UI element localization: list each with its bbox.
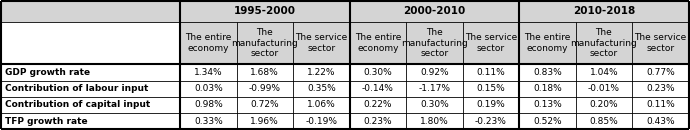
Text: 1.96%: 1.96% [250, 117, 279, 126]
Text: 1.68%: 1.68% [250, 68, 279, 77]
Text: 1.22%: 1.22% [307, 68, 335, 77]
Text: The entire
economy: The entire economy [524, 33, 571, 53]
Text: 0.11%: 0.11% [646, 100, 675, 109]
Text: The
manufacturing
sector: The manufacturing sector [401, 28, 468, 58]
Text: 0.19%: 0.19% [477, 100, 505, 109]
Text: 0.77%: 0.77% [646, 68, 675, 77]
Text: -1.17%: -1.17% [418, 84, 451, 93]
Text: 0.23%: 0.23% [364, 117, 392, 126]
Bar [632, 22, 689, 64]
Text: TFP growth rate: TFP growth rate [5, 117, 88, 126]
Text: 0.30%: 0.30% [420, 100, 448, 109]
Text: 0.35%: 0.35% [307, 84, 336, 93]
Text: 0.23%: 0.23% [646, 84, 675, 93]
Text: GDP growth rate: GDP growth rate [5, 68, 90, 77]
Text: -0.99%: -0.99% [249, 84, 281, 93]
Text: -0.01%: -0.01% [588, 84, 620, 93]
Text: 0.22%: 0.22% [364, 100, 392, 109]
Text: The
manufacturing
sector: The manufacturing sector [571, 28, 638, 58]
Text: 0.18%: 0.18% [533, 84, 562, 93]
Text: Contribution of capital input: Contribution of capital input [5, 100, 150, 109]
Text: The entire
economy: The entire economy [355, 33, 401, 53]
Text: The service
sector: The service sector [465, 33, 517, 53]
Text: 2000-2010: 2000-2010 [403, 6, 466, 16]
Bar [237, 22, 293, 64]
Text: The service
sector: The service sector [295, 33, 348, 53]
Text: 0.98%: 0.98% [194, 100, 223, 109]
Bar [406, 22, 462, 64]
Text: 2010-2018: 2010-2018 [573, 6, 635, 16]
Bar [1, 0, 180, 22]
Text: 0.03%: 0.03% [194, 84, 223, 93]
Text: 0.15%: 0.15% [477, 84, 505, 93]
Bar [350, 1, 519, 22]
Text: The entire
economy: The entire economy [185, 33, 232, 53]
Text: 0.13%: 0.13% [533, 100, 562, 109]
Text: 0.85%: 0.85% [589, 117, 618, 126]
Bar [519, 22, 575, 64]
Text: 0.33%: 0.33% [194, 117, 223, 126]
Text: -0.19%: -0.19% [306, 117, 337, 126]
Text: 1995-2000: 1995-2000 [234, 6, 296, 16]
Text: 0.52%: 0.52% [533, 117, 562, 126]
Text: 1.80%: 1.80% [420, 117, 448, 126]
Text: 1.04%: 1.04% [589, 68, 618, 77]
Text: 0.92%: 0.92% [420, 68, 448, 77]
Text: 0.30%: 0.30% [364, 68, 392, 77]
Text: 1.06%: 1.06% [307, 100, 336, 109]
Text: 0.20%: 0.20% [589, 100, 618, 109]
Text: 0.83%: 0.83% [533, 68, 562, 77]
Text: 1.34%: 1.34% [194, 68, 223, 77]
Text: -0.14%: -0.14% [362, 84, 394, 93]
Bar [180, 1, 350, 22]
Bar [180, 22, 237, 64]
Text: Contribution of labour input: Contribution of labour input [5, 84, 148, 93]
Bar [462, 22, 519, 64]
Text: 0.72%: 0.72% [250, 100, 279, 109]
Text: The
manufacturing
sector: The manufacturing sector [231, 28, 298, 58]
Bar [519, 1, 689, 22]
Text: 0.43%: 0.43% [646, 117, 675, 126]
Bar [575, 22, 632, 64]
Text: -0.23%: -0.23% [475, 117, 506, 126]
Text: 0.11%: 0.11% [477, 68, 505, 77]
Bar [350, 22, 406, 64]
Text: The service
sector: The service sector [634, 33, 687, 53]
Bar [293, 22, 350, 64]
